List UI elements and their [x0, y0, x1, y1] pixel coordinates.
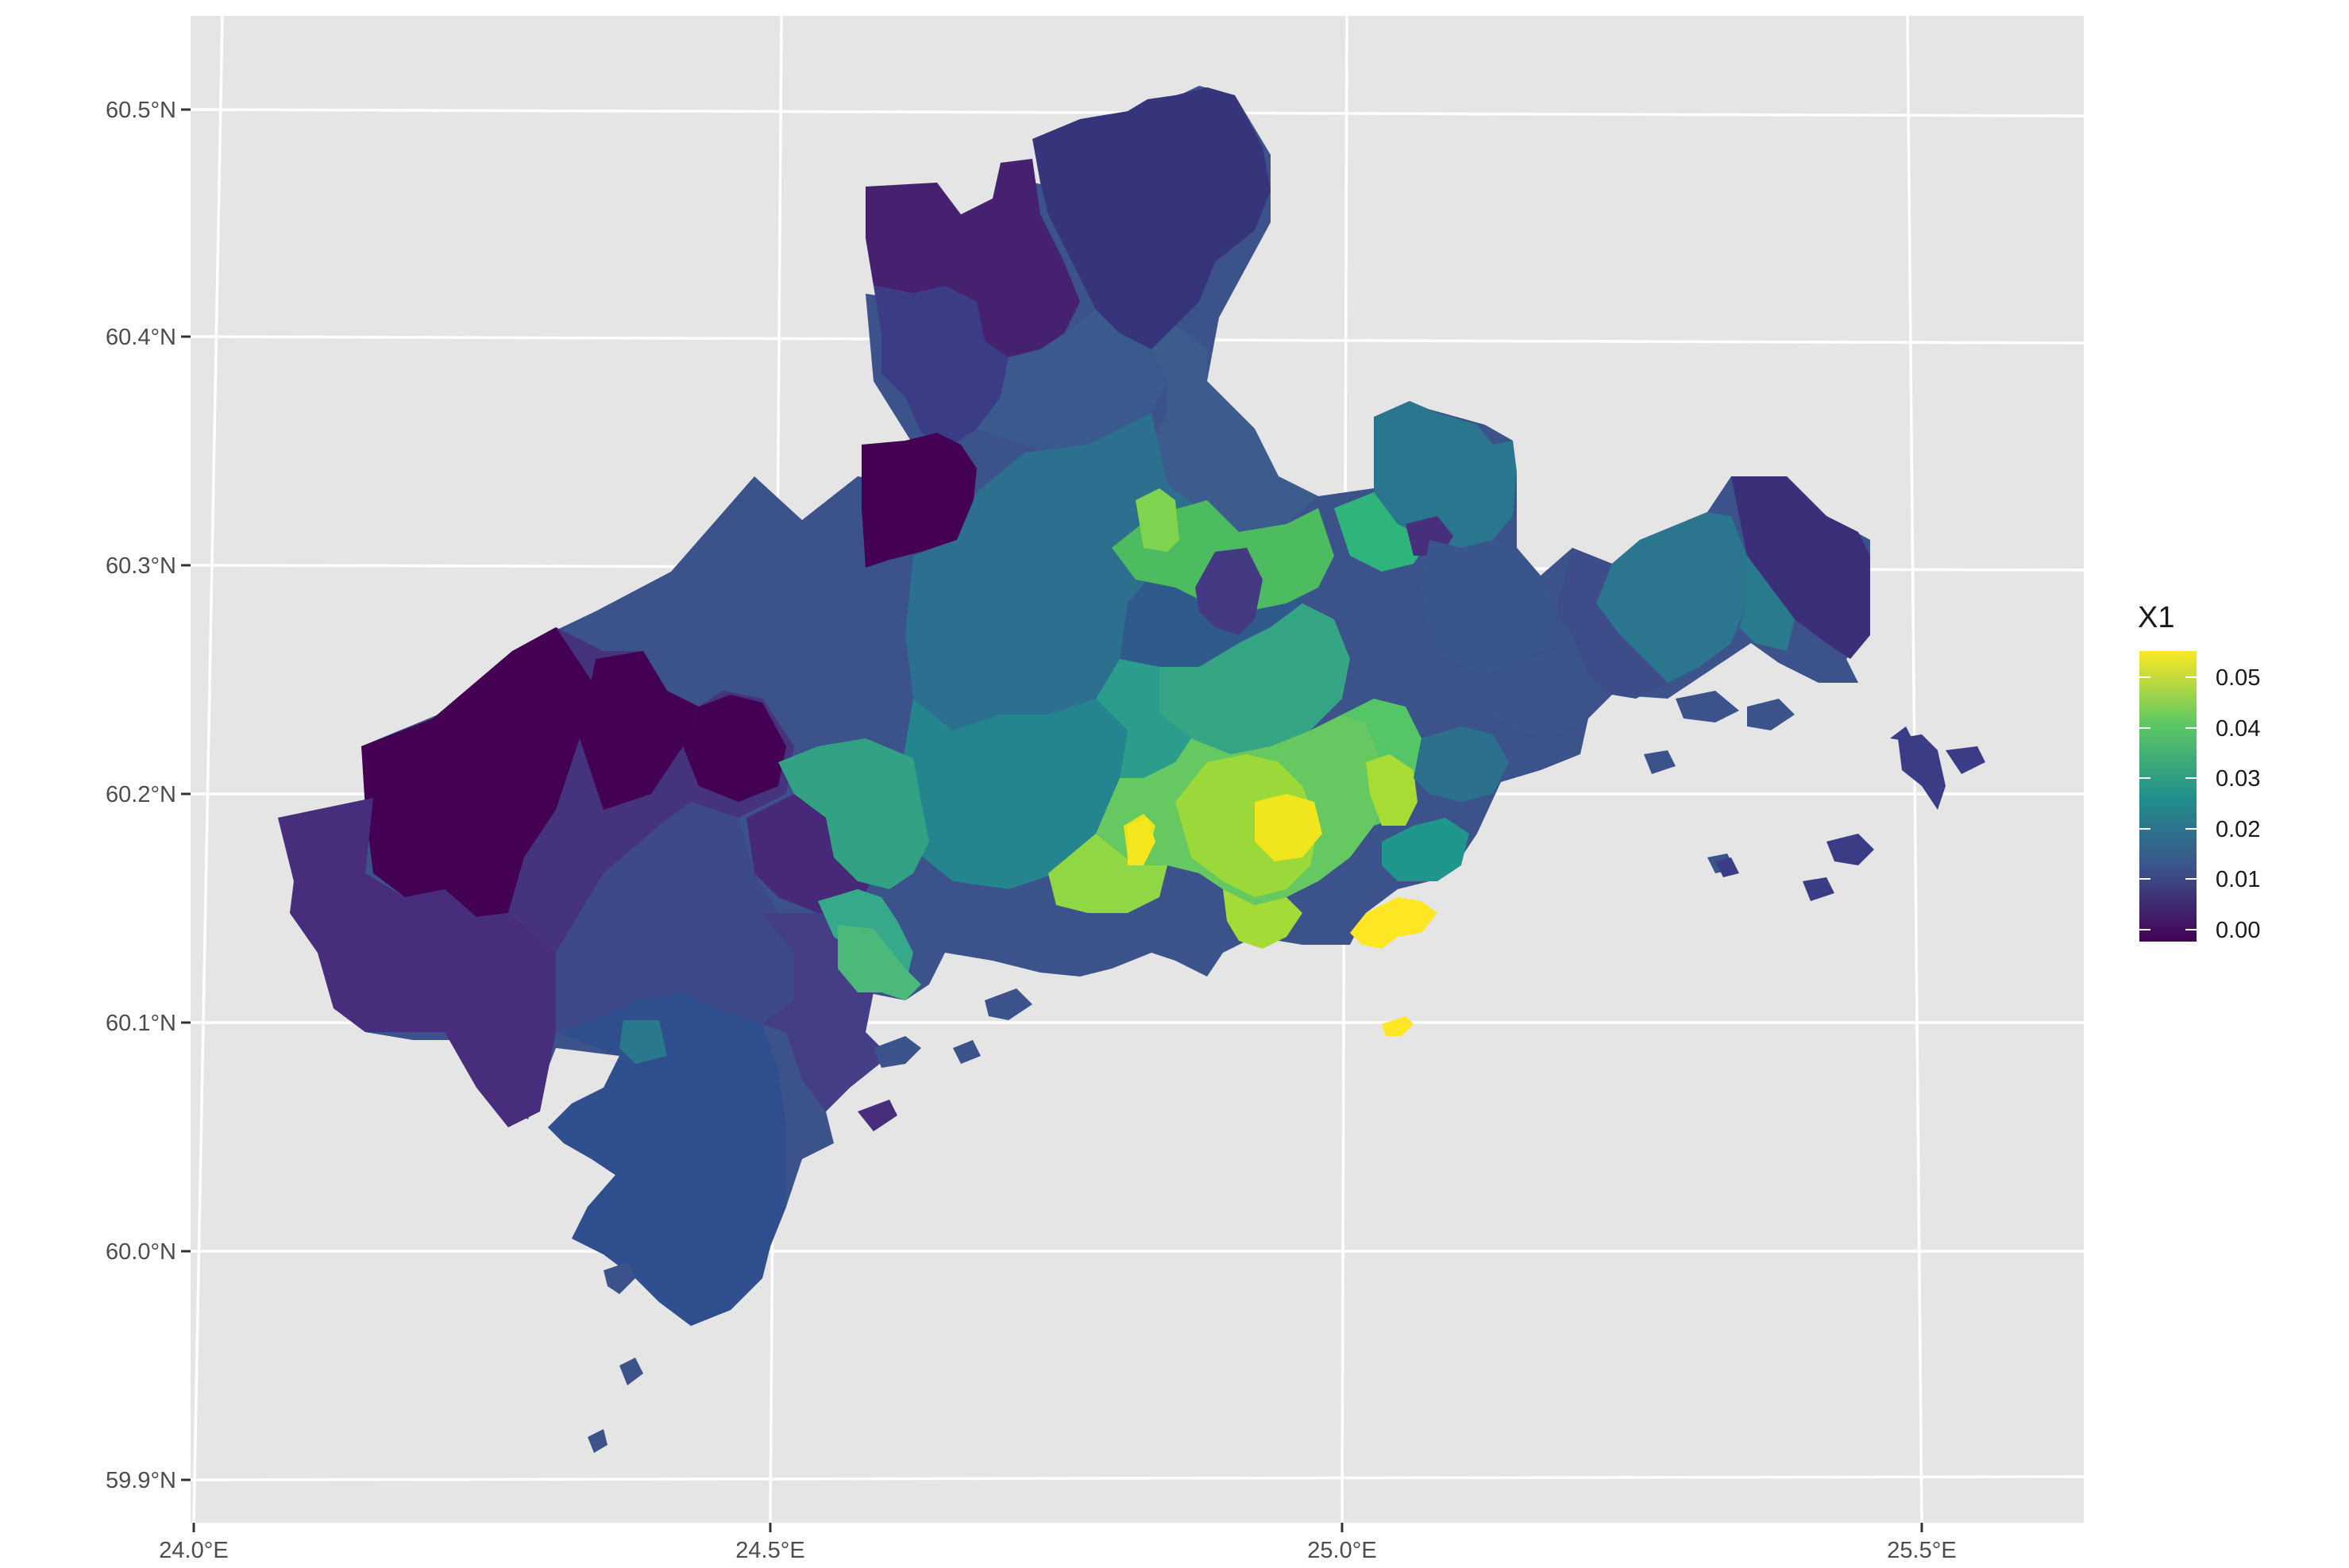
- region-mid-teal: [1096, 659, 1191, 778]
- region-north-green-light: [1136, 488, 1179, 552]
- region-east-teal-2: [1382, 818, 1469, 881]
- y-tick-label: 60.1°N: [106, 1011, 176, 1036]
- y-axis: 60.5°N 60.4°N 60.3°N 60.2°N 60.1°N 60.0°…: [106, 98, 191, 1493]
- legend-label: 0.00: [2216, 918, 2260, 943]
- region-west-dark-2: [580, 651, 699, 810]
- region-northeast-green: [1334, 492, 1429, 572]
- x-axis: 24.0°E 24.5°E 25.0°E 25.5°E: [159, 1523, 1957, 1563]
- y-tick-label: 60.4°N: [106, 325, 176, 350]
- island-south-2: [858, 1100, 897, 1131]
- region-espoo-coast-green: [838, 925, 921, 1000]
- region-central-teal-2: [897, 699, 1128, 889]
- region-yellow-island: [1382, 1016, 1414, 1036]
- region-north-navy-2: [874, 286, 1009, 445]
- legend-label: 0.01: [2216, 867, 2260, 892]
- island-west-1: [604, 1262, 635, 1294]
- island-east-2: [1747, 699, 1795, 730]
- region-far-east-navy: [1556, 548, 1668, 699]
- region-airport-navy: [1195, 548, 1263, 635]
- y-tick-label: 60.5°N: [106, 98, 176, 123]
- region-east-navy-2: [1493, 635, 1596, 738]
- region-central-green: [1159, 603, 1350, 754]
- region-espoo-west: [556, 802, 794, 1032]
- island-west-3: [588, 1429, 608, 1453]
- x-tick-label: 24.5°E: [735, 1538, 804, 1563]
- region-vantaa-northwest: [1151, 326, 1318, 532]
- island-east-5: [1898, 734, 1946, 810]
- y-tick-label: 60.3°N: [106, 553, 176, 579]
- region-teal-small: [619, 1020, 667, 1064]
- region-north-blue: [977, 310, 1167, 453]
- island-east-7: [1826, 834, 1874, 865]
- island-west-2: [619, 1358, 643, 1385]
- y-tick-label: 60.2°N: [106, 782, 176, 807]
- x-tick-label: 24.0°E: [159, 1538, 228, 1563]
- island-south-1: [874, 1036, 921, 1068]
- region-sipoo-teal: [1731, 516, 1795, 651]
- legend-colorbar: [2139, 651, 2197, 942]
- island-south-4: [953, 1040, 981, 1064]
- island-south-3: [985, 988, 1032, 1020]
- x-tick-label: 25.0°E: [1307, 1538, 1376, 1563]
- region-dark-square: [862, 433, 977, 568]
- region-layer: [278, 86, 1985, 1453]
- region-north-navy: [1032, 87, 1271, 349]
- region-helsinki-south-lime: [1223, 889, 1302, 949]
- region-north-dark: [866, 159, 1080, 357]
- region-east-teal: [1414, 726, 1509, 802]
- region-west-dark: [361, 627, 604, 917]
- region-helsinki-lime: [1175, 754, 1318, 897]
- island-east-9: [1715, 857, 1739, 877]
- island-east-10: [1890, 726, 1914, 742]
- legend-label: 0.05: [2216, 665, 2260, 691]
- gridline-lat-60-0: [191, 1250, 2084, 1254]
- island-east-8: [1803, 877, 1834, 901]
- y-tick-label: 60.0°N: [106, 1239, 176, 1265]
- region-helsinki-west-lime: [1048, 834, 1167, 913]
- legend-label: 0.02: [2216, 817, 2260, 842]
- region-laajasalo-yellow: [1350, 897, 1437, 949]
- region-west-dark-3: [683, 695, 786, 802]
- y-tick-label: 59.9°N: [106, 1468, 176, 1493]
- island-east-6: [1946, 746, 1985, 774]
- region-northeast-teal: [1374, 401, 1517, 548]
- legend-label: 0.03: [2216, 766, 2260, 792]
- region-yellow-left: [1128, 818, 1155, 865]
- x-tick-label: 25.5°E: [1887, 1538, 1956, 1563]
- island-east-3: [1644, 750, 1676, 774]
- region-sipoo-navy: [1731, 476, 1870, 659]
- region-helsinki-yellow: [1255, 794, 1322, 861]
- region-far-east-teal: [1596, 512, 1747, 683]
- region-leppavaara-green: [778, 738, 929, 889]
- legend-title: X1: [2138, 601, 2174, 634]
- region-espoo-south: [548, 992, 786, 1326]
- region-central-teal: [905, 413, 1199, 730]
- legend-label: 0.04: [2216, 716, 2260, 742]
- island-east-1: [1676, 691, 1739, 722]
- region-west-purple: [278, 798, 556, 1127]
- region-south-west-purple: [746, 794, 874, 913]
- region-east-lime: [1366, 754, 1418, 826]
- gridline-lon-24-0: [192, 16, 224, 1523]
- region-east-navy: [1421, 540, 1556, 675]
- legend: X1 0.05 0.04 0.03 0.02 0.01 0.00: [2138, 601, 2260, 943]
